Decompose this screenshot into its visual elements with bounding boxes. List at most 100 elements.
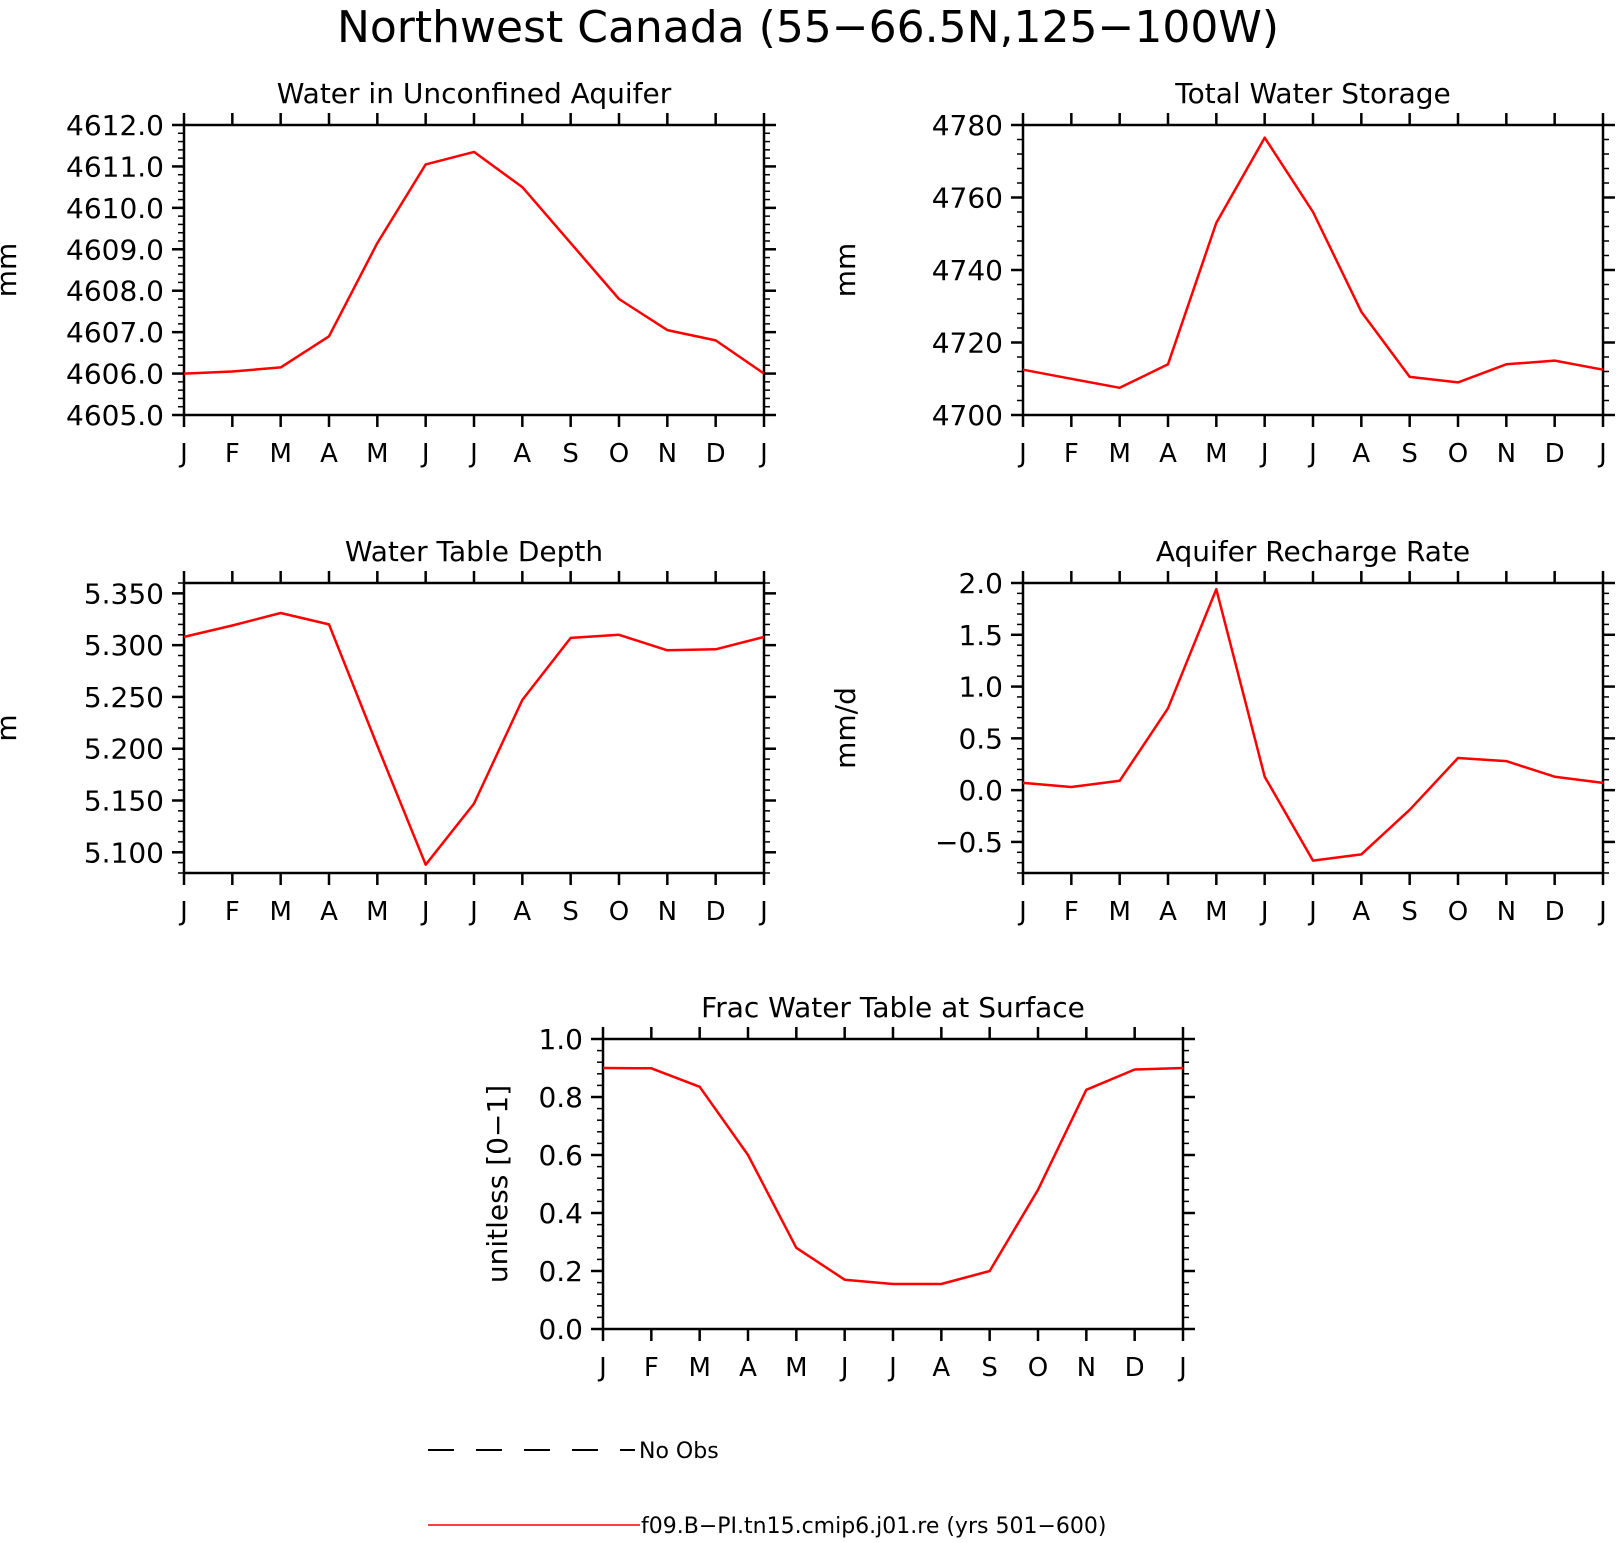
x-tick-label: N xyxy=(658,439,677,469)
y-tick-label: 0.0 xyxy=(538,1313,583,1346)
x-tick-label: J xyxy=(1597,897,1607,927)
y-tick-label: 4606.0 xyxy=(66,358,164,391)
x-tick-label: S xyxy=(1401,897,1418,927)
x-tick-label: D xyxy=(706,439,726,469)
x-tick-label: O xyxy=(1028,1353,1048,1383)
y-axis-label: m xyxy=(0,714,23,741)
panel-title: Total Water Storage xyxy=(1174,77,1451,110)
x-tick-label: S xyxy=(562,439,579,469)
x-tick-label: D xyxy=(706,897,726,927)
plot-frame xyxy=(1021,581,1605,875)
y-tick-label: 5.300 xyxy=(84,629,164,662)
x-tick-label: M xyxy=(269,897,291,927)
x-tick-label: M xyxy=(1108,897,1130,927)
y-tick-label: 5.150 xyxy=(84,785,164,818)
y-axis-label: mm xyxy=(0,243,23,298)
y-axis-label: mm xyxy=(829,243,862,298)
y-tick-label: 1.5 xyxy=(958,619,1003,652)
x-tick-label: J xyxy=(1017,897,1027,927)
figure-title: Northwest Canada (55−66.5N,125−100W) xyxy=(337,2,1279,53)
y-axis-label: unitless [0−1] xyxy=(481,1085,514,1283)
panel-4: J F M A M J J A S O N D J−0.50.00.51.01.52.0Aquifer … xyxy=(829,535,1615,927)
x-tick-label: J xyxy=(1259,897,1269,927)
y-tick-label: 4720 xyxy=(932,327,1003,360)
x-tick-label: A xyxy=(932,1353,950,1383)
x-tick-label: J xyxy=(1597,439,1607,469)
x-tick-label: A xyxy=(1352,439,1370,469)
panel-1: J F M A M J J A S O N D J4605.04606.04607.04608.0460… xyxy=(0,77,776,469)
x-tick-label: J xyxy=(1307,439,1317,469)
y-tick-label: 4609.0 xyxy=(66,233,164,266)
x-tick-label: J xyxy=(468,439,478,469)
panel-3: J F M A M J J A S O N D J5.1005.1505.2005.2505.3005.… xyxy=(0,535,776,927)
x-tick-label: J xyxy=(1177,1353,1187,1383)
x-tick-label: J xyxy=(468,897,478,927)
series-line xyxy=(183,611,765,866)
x-tick-label: M xyxy=(1205,439,1227,469)
y-tick-label: 0.5 xyxy=(958,722,1003,755)
panels: J F M A M J J A S O N D J4605.04606.04607.04608.0460… xyxy=(0,77,1615,1383)
panel-title: Aquifer Recharge Rate xyxy=(1156,535,1470,568)
legend-run-label: f09.B−PI.tn15.cmip6.j01.re (yrs 501−600) xyxy=(641,1514,1106,1539)
y-axis-label: mm/d xyxy=(829,687,862,769)
x-tick-label: F xyxy=(1064,897,1079,927)
x-tick-label: M xyxy=(1108,439,1130,469)
x-tick-label: S xyxy=(1401,439,1418,469)
y-tick-label: −0.5 xyxy=(935,826,1003,859)
x-tick-label: J xyxy=(839,1353,849,1383)
x-tick-label: F xyxy=(1064,439,1079,469)
y-tick-label: 4608.0 xyxy=(66,275,164,308)
x-tick-label: S xyxy=(562,897,579,927)
legend-no-obs-label: No Obs xyxy=(639,1439,719,1464)
y-tick-label: 0.0 xyxy=(958,774,1003,807)
x-tick-label: J xyxy=(420,897,430,927)
y-tick-label: 4607.0 xyxy=(66,316,164,349)
y-tick-label: 4740 xyxy=(932,254,1003,287)
plot-frame xyxy=(182,123,766,417)
x-tick-label: N xyxy=(1497,897,1516,927)
plot-frame xyxy=(182,581,766,875)
x-tick-label: J xyxy=(1307,897,1317,927)
x-tick-label: N xyxy=(658,897,677,927)
y-tick-label: 0.8 xyxy=(538,1081,583,1114)
x-tick-label: J xyxy=(597,1353,607,1383)
x-tick-label: J xyxy=(1017,439,1027,469)
series-line xyxy=(602,1066,1184,1286)
y-tick-label: 2.0 xyxy=(958,567,1003,600)
y-tick-label: 4760 xyxy=(932,182,1003,215)
x-tick-label: F xyxy=(644,1353,659,1383)
y-tick-label: 0.2 xyxy=(538,1255,583,1288)
x-tick-label: A xyxy=(320,439,338,469)
x-tick-label: J xyxy=(887,1353,897,1383)
x-tick-label: J xyxy=(758,439,768,469)
y-tick-label: 4610.0 xyxy=(66,192,164,225)
panel-title: Water in Unconfined Aquifer xyxy=(277,77,672,110)
x-tick-label: O xyxy=(609,439,629,469)
y-tick-label: 5.250 xyxy=(84,681,164,714)
series-line xyxy=(1022,587,1604,862)
y-tick-label: 4605.0 xyxy=(66,399,164,432)
x-tick-label: M xyxy=(366,897,388,927)
x-tick-label: M xyxy=(269,439,291,469)
x-tick-label: F xyxy=(225,897,240,927)
x-tick-label: M xyxy=(366,439,388,469)
plot-frame xyxy=(1021,123,1605,417)
x-tick-label: J xyxy=(178,897,188,927)
y-tick-label: 1.0 xyxy=(958,671,1003,704)
y-tick-label: 5.100 xyxy=(84,836,164,869)
x-tick-label: J xyxy=(420,439,430,469)
x-tick-label: O xyxy=(1448,439,1468,469)
y-tick-label: 4611.0 xyxy=(66,150,164,183)
x-tick-label: N xyxy=(1497,439,1516,469)
x-tick-label: J xyxy=(758,897,768,927)
x-tick-label: A xyxy=(513,439,531,469)
x-tick-label: S xyxy=(981,1353,998,1383)
y-tick-label: 5.350 xyxy=(84,577,164,610)
legend: No Obs f09.B−PI.tn15.cmip6.j01.re (yrs 5… xyxy=(428,1439,1106,1539)
y-tick-label: 4612.0 xyxy=(66,109,164,142)
x-tick-label: O xyxy=(1448,897,1468,927)
x-tick-label: O xyxy=(609,897,629,927)
